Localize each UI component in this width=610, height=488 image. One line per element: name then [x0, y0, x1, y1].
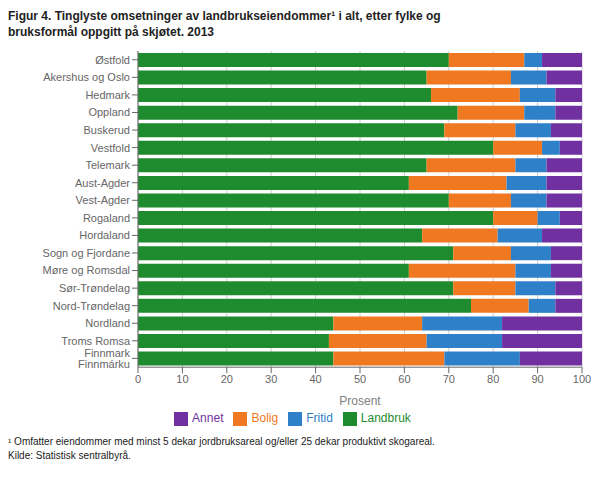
html-text:Annet: Annet	[192, 411, 224, 426]
svg-text:Rogaland: Rogaland	[83, 212, 130, 224]
svg-text:Prosent: Prosent	[339, 394, 381, 408]
svg-text:Møre og Romsdal: Møre og Romsdal	[43, 264, 130, 276]
svg-text:Hedmark: Hedmark	[85, 89, 130, 101]
html-text:bruksformål oppgitt på skjøtet: bruksformål oppgitt på skjøtet. 2013	[8, 25, 214, 39]
svg-text:90: 90	[531, 373, 543, 385]
svg-text:70: 70	[443, 373, 455, 385]
svg-text:0: 0	[135, 373, 141, 385]
svg-text:Sogn og Fjordane: Sogn og Fjordane	[43, 247, 130, 259]
svg-text:Nord-Trøndelag: Nord-Trøndelag	[53, 300, 130, 312]
svg-text:60: 60	[398, 373, 410, 385]
svg-text:Telemark: Telemark	[85, 159, 130, 171]
html-text:Bolig: Bolig	[251, 411, 279, 426]
svg-text:Vest-Agder: Vest-Agder	[76, 194, 131, 206]
svg-text:40: 40	[309, 373, 321, 385]
svg-text:Troms Romsa: Troms Romsa	[61, 335, 131, 347]
svg-text:Vestfold: Vestfold	[91, 142, 130, 154]
svg-text:Hordaland: Hordaland	[79, 229, 130, 241]
svg-text:Buskerud: Buskerud	[84, 124, 130, 136]
svg-text:50: 50	[354, 373, 366, 385]
svg-text:Nordland: Nordland	[85, 317, 130, 329]
svg-text:FinnmarkFinnmárku: FinnmarkFinnmárku	[78, 347, 130, 370]
svg-text:100: 100	[573, 373, 591, 385]
html-text:¹ Omfatter eiendommer med mins: ¹ Omfatter eiendommer med minst 5 dekar …	[8, 436, 435, 447]
svg-text:Aust-Agder: Aust-Agder	[75, 177, 130, 189]
html-text:Landbruk: Landbruk	[360, 411, 411, 426]
svg-text:80: 80	[487, 373, 499, 385]
svg-text:Østfold: Østfold	[95, 54, 130, 66]
svg-text:30: 30	[265, 373, 277, 385]
svg-text:20: 20	[221, 373, 233, 385]
svg-text:Oppland: Oppland	[88, 106, 130, 118]
svg-text:Akershus og Oslo: Akershus og Oslo	[43, 71, 130, 83]
html-text:Kilde: Statistisk sentralbyrå.: Kilde: Statistisk sentralbyrå.	[8, 450, 131, 461]
html-text:Fritid: Fritid	[306, 411, 333, 426]
svg-text:10: 10	[176, 373, 188, 385]
svg-text:Sør-Trøndelag: Sør-Trøndelag	[59, 282, 130, 294]
html-text:Figur 4. Tinglyste omsetninger: Figur 4. Tinglyste omsetninger av landbr…	[8, 9, 441, 23]
